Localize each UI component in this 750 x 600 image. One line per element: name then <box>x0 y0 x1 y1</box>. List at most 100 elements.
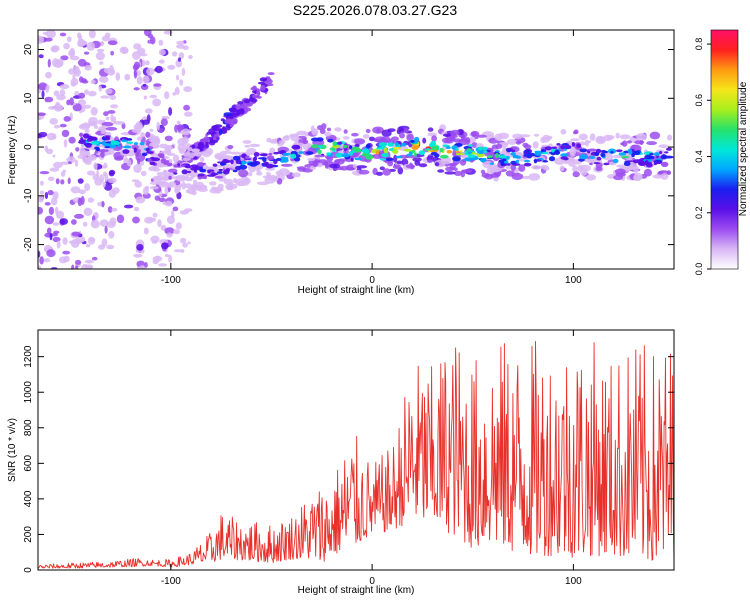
heatmap-cell <box>278 140 286 145</box>
heatmap-cell <box>74 213 84 219</box>
heatmap-cell <box>103 111 109 117</box>
heatmap-cell <box>55 178 60 185</box>
heatmap-cell <box>653 152 660 157</box>
heatmap-cell <box>260 85 266 91</box>
heatmap-cell <box>120 47 129 55</box>
heatmap-cell <box>68 68 75 75</box>
snr-y-axis-label: SNR (10 * v/v) <box>7 418 18 482</box>
heatmap-cell <box>103 162 108 169</box>
heatmap-cell <box>376 128 381 134</box>
heatmap-cell <box>354 143 360 148</box>
heatmap-cell <box>84 89 89 95</box>
heatmap-cell <box>658 144 669 149</box>
heatmap-cell <box>660 173 669 180</box>
heatmap-cell <box>180 249 185 253</box>
heatmap-cell <box>187 152 196 159</box>
heatmap-cell <box>452 156 461 162</box>
heatmap-cell <box>132 216 140 224</box>
heatmap-cell <box>97 119 103 125</box>
heatmap-cell <box>116 214 125 224</box>
heatmap-cell <box>548 156 556 162</box>
heatmap-cell <box>137 136 143 141</box>
heatmap-cell <box>646 141 657 146</box>
heatmap-cell <box>595 148 602 154</box>
heatmap-cell <box>122 149 130 154</box>
heatmap-cell <box>237 101 244 105</box>
heatmap-cell <box>59 32 67 37</box>
heatmap-cell <box>121 139 129 142</box>
heatmap-cell <box>104 225 108 234</box>
heatmap-cell <box>615 132 620 139</box>
heatmap-cell <box>396 160 403 165</box>
heatmap-cell <box>168 107 173 116</box>
heatmap-cell <box>445 146 451 150</box>
heatmap-cell <box>181 169 188 175</box>
heatmap-cell <box>237 108 245 115</box>
heatmap-cell <box>77 197 83 207</box>
y-tick-label: 0 <box>23 144 34 150</box>
heatmap-cell <box>522 175 531 180</box>
heatmap-cell <box>68 136 76 144</box>
heatmap-cell <box>210 172 219 176</box>
heatmap-cell <box>78 139 87 142</box>
heatmap-cell <box>483 150 488 153</box>
heatmap-cell <box>445 166 454 172</box>
heatmap-cell <box>358 169 370 175</box>
heatmap-cell <box>145 131 151 138</box>
heatmap-cell <box>62 237 68 245</box>
heatmap-cell <box>132 51 141 60</box>
heatmap-cell <box>534 151 542 156</box>
heatmap-cell <box>39 256 44 265</box>
heatmap-x-axis-label: Height of straight line (km) <box>298 285 415 296</box>
heatmap-cell <box>627 148 633 154</box>
heatmap-cell <box>572 165 578 173</box>
heatmap-cell <box>144 262 148 268</box>
heatmap-cell <box>71 219 77 225</box>
heatmap-cell <box>178 147 185 154</box>
heatmap-cell <box>354 157 363 161</box>
heatmap-cell <box>38 133 43 139</box>
heatmap-cell <box>439 147 444 153</box>
heatmap-cell <box>184 165 192 169</box>
heatmap-cell <box>235 103 241 110</box>
heatmap-cell <box>614 168 626 175</box>
heatmap-cell <box>600 149 607 153</box>
heatmap-cell <box>524 144 532 150</box>
heatmap-cell <box>161 242 169 250</box>
heatmap-cell <box>570 138 580 142</box>
heatmap-cell <box>133 142 139 145</box>
heatmap-cell <box>506 138 518 145</box>
heatmap-cell <box>188 54 193 60</box>
heatmap-cell <box>44 215 55 225</box>
heatmap-cell <box>192 179 198 184</box>
heatmap-cell <box>319 128 326 134</box>
heatmap-cell <box>382 168 391 176</box>
heatmap-cell <box>291 172 301 178</box>
heatmap-cell <box>68 49 76 58</box>
heatmap-cell <box>66 156 76 164</box>
heatmap-cell <box>49 232 53 241</box>
heatmap-cell <box>160 224 167 231</box>
heatmap-cell <box>174 184 181 193</box>
heatmap-cell <box>368 136 375 142</box>
heatmap-cell <box>148 166 158 172</box>
heatmap-cell <box>612 158 619 164</box>
heatmap-cell <box>507 163 511 166</box>
heatmap-cell <box>290 153 297 159</box>
heatmap-cell <box>461 169 473 174</box>
heatmap-cell <box>93 162 98 171</box>
heatmap-cell <box>502 142 509 146</box>
heatmap-cell <box>603 134 613 142</box>
heatmap-cell <box>153 83 162 87</box>
heatmap-cell <box>104 173 109 182</box>
heatmap-cell <box>141 152 148 157</box>
heatmap-cell <box>551 148 556 153</box>
heatmap-cell <box>199 156 205 162</box>
colorbar: 0.0 0.2 0.4 0.6 0.8 Normalized spectral ampl… <box>694 29 749 275</box>
heatmap-cell <box>638 161 646 166</box>
heatmap-cell <box>152 255 163 262</box>
heatmap-cell <box>51 58 60 68</box>
heatmap-cell <box>455 152 464 156</box>
heatmap-cell <box>249 143 261 148</box>
heatmap-cell <box>172 206 179 212</box>
